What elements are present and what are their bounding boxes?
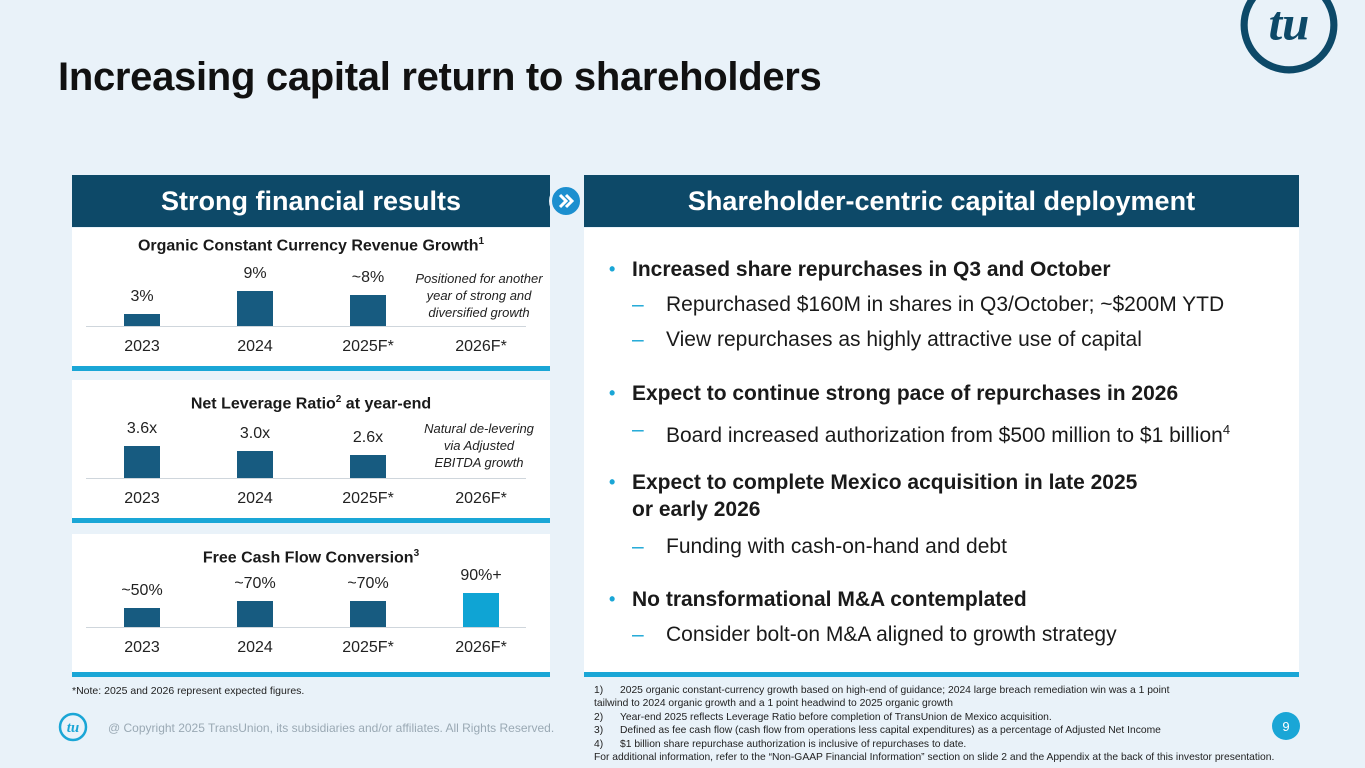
x-tick-label: 2025F*: [342, 490, 394, 507]
bar-value-label: ~8%: [351, 269, 385, 286]
expected-figures-note: *Note: 2025 and 2026 represent expected …: [72, 685, 305, 697]
bar-2025F*: [350, 601, 386, 627]
bar-2024: [237, 451, 273, 478]
bar-value-label: 90%+: [460, 567, 502, 584]
bar-value-label: ~70%: [347, 575, 389, 592]
bar-2023: [124, 608, 160, 627]
svg-text:tu: tu: [67, 720, 80, 736]
svg-text:tu: tu: [1269, 0, 1310, 50]
copyright: @ Copyright 2025 TransUnion, its subsidi…: [108, 721, 555, 735]
x-tick-label: 2026F*: [455, 490, 507, 507]
x-tick-label: 2025F*: [342, 338, 394, 355]
bar-2023: [124, 446, 160, 478]
x-tick-label: 2023: [124, 338, 160, 355]
net-leverage-card: Net Leverage Ratio2 at year-end Natural …: [72, 380, 550, 523]
bar-2024: [237, 291, 273, 326]
x-tick-label: 2024: [237, 639, 273, 656]
net-leverage-title: Net Leverage Ratio2 at year-end: [190, 394, 432, 413]
bar-value-label: ~70%: [234, 575, 276, 592]
bullet-continue-repurchases: • Expect to continue strong pace of repur…: [609, 382, 1179, 405]
transunion-logo-small: tu: [58, 712, 88, 742]
bar-value-label: 9%: [243, 265, 267, 282]
bar-2023: [124, 314, 160, 326]
double-chevron-right-icon: [549, 184, 583, 218]
fcf-conversion-card: Free Cash Flow Conversion3 ~50% 2023 ~70% 2…: [72, 534, 550, 677]
bullet-mexico-acquisition: • Expect to complete Mexico acquisition i…: [609, 471, 1138, 521]
bar-2026F*: [463, 593, 499, 627]
footnotes: 1) 2025 organic constant-currency growth …: [594, 685, 1275, 764]
x-tick-label: 2023: [124, 490, 160, 507]
bar-2025F*: [350, 295, 386, 326]
bullet-share-repurchases: • Increased share repurchases in Q3 and O…: [609, 258, 1111, 281]
strong-financial-results-header: Strong financial results: [72, 175, 550, 227]
slide-title: Increasing capital return to shareholder…: [58, 55, 822, 99]
x-tick-label: 2023: [124, 639, 160, 656]
x-tick-label: 2025F*: [342, 639, 394, 656]
bar-2024: [237, 601, 273, 627]
capital-deployment-card: • Increased share repurchases in Q3 and O…: [584, 228, 1299, 677]
x-tick-label: 2024: [237, 338, 273, 355]
bullet-no-transformational-ma: • No transformational M&A contemplated: [609, 588, 1027, 611]
bar-value-label: 3%: [130, 288, 154, 305]
page-number: 9: [1272, 712, 1300, 740]
x-tick-label: 2026F*: [455, 639, 507, 656]
revenue-growth-title: Organic Constant Currency Revenue Growth…: [137, 236, 485, 255]
transunion-logo: tu: [1240, 0, 1338, 74]
bar-2025F*: [350, 455, 386, 478]
x-tick-label: 2026F*: [455, 338, 507, 355]
capital-deployment-header: Shareholder-centric capital deployment: [584, 175, 1299, 227]
revenue-note: Positioned for another year of strong and…: [415, 271, 543, 320]
bar-value-label: 2.6x: [352, 429, 384, 446]
x-tick-label: 2024: [237, 490, 273, 507]
leverage-note: Natural de-levering via Adjusted EBITDA gr…: [424, 421, 534, 470]
x-axis-line: [86, 627, 526, 628]
fcf-conversion-title: Free Cash Flow Conversion3: [202, 548, 420, 567]
x-axis-line: [86, 478, 526, 479]
bar-value-label: 3.6x: [126, 420, 158, 437]
revenue-growth-card: Organic Constant Currency Revenue Growth…: [72, 228, 550, 371]
bar-value-label: ~50%: [121, 582, 163, 599]
x-axis-line: [86, 326, 526, 327]
bar-value-label: 3.0x: [239, 425, 271, 442]
